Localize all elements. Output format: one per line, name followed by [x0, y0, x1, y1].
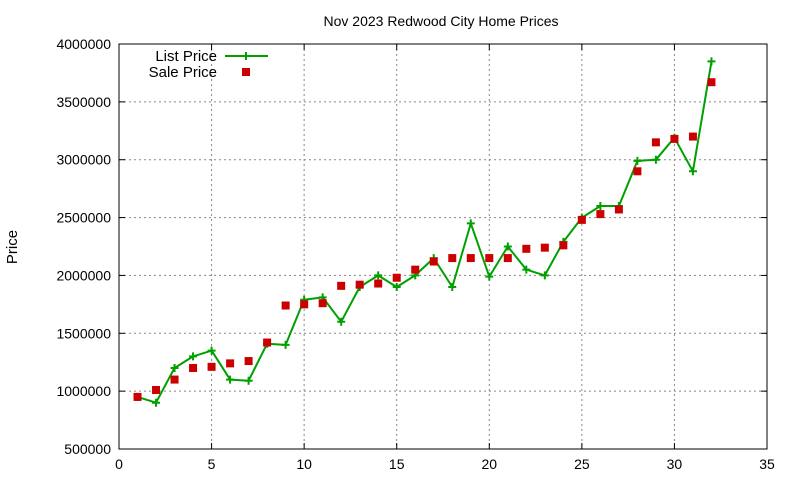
list-price-point — [503, 242, 512, 251]
sale-price-point — [577, 215, 586, 224]
tick-labels: 0 5 10 15 20 25 30 35 500000 1000000 1500000 200000… — [56, 36, 775, 472]
x-tick-label: 25 — [574, 456, 590, 472]
sale-price-point — [337, 281, 346, 290]
list-price-point — [466, 219, 475, 228]
y-tick-label: 1500000 — [56, 325, 111, 341]
legend-label-list-price: List Price — [155, 48, 217, 65]
sale-price-point — [263, 338, 272, 347]
sale-price-point — [651, 138, 660, 147]
sale-price-point — [614, 205, 623, 214]
y-tick-label: 500000 — [64, 441, 111, 457]
chart-title: Nov 2023 Redwood City Home Prices — [324, 13, 559, 29]
sale-price-point — [670, 134, 679, 143]
list-price-point — [485, 272, 494, 281]
x-tick-label: 35 — [759, 456, 775, 472]
list-price-point — [392, 283, 401, 291]
axes — [118, 43, 768, 450]
y-tick-label: 2000000 — [56, 267, 111, 283]
plot-frame — [118, 43, 768, 450]
sale-price-point — [152, 385, 161, 394]
list-price-point — [374, 271, 383, 280]
sale-price-point — [244, 357, 253, 366]
x-tick-label: 10 — [296, 456, 312, 472]
sale-price-point — [429, 257, 438, 266]
sale-price-point — [707, 78, 716, 87]
y-tick-label: 3500000 — [56, 94, 111, 110]
legend-marker-sale-price — [242, 68, 250, 76]
sale-price-point — [503, 254, 512, 263]
sale-price-point — [226, 359, 235, 368]
sale-price-point — [559, 241, 568, 250]
list-price-point — [337, 317, 346, 326]
x-tick-label: 0 — [115, 456, 123, 472]
list-price-point — [688, 167, 697, 176]
sale-price-point — [596, 210, 605, 219]
sale-price-point — [189, 364, 198, 372]
y-tick-label: 1000000 — [56, 383, 111, 399]
y-tick-label: 4000000 — [56, 36, 111, 52]
sale-price-point — [540, 243, 549, 252]
list-price-point — [281, 340, 290, 349]
sale-price-point — [207, 362, 216, 371]
legend-label-sale-price: Sale Price — [149, 64, 217, 81]
x-tick-label: 20 — [481, 456, 497, 472]
list-price-point — [596, 202, 605, 210]
sale-price-point — [300, 300, 309, 309]
x-tick-label: 5 — [208, 456, 216, 472]
list-price-point — [170, 364, 179, 372]
y-tick-label: 2500000 — [56, 210, 111, 226]
x-tick-label: 15 — [389, 456, 405, 472]
list-price-point — [152, 398, 161, 407]
y-tick-label: 3000000 — [56, 152, 111, 168]
list-price-point — [226, 375, 235, 384]
sale-price-point — [485, 254, 494, 263]
list-price-point — [448, 283, 457, 291]
sale-price-point — [688, 132, 697, 141]
x-tick-label: 30 — [667, 456, 683, 472]
sale-price-point — [318, 299, 327, 308]
sale-price-point — [281, 301, 290, 310]
list-price-point — [540, 271, 549, 280]
sale-price-point — [522, 244, 531, 253]
sale-price-point — [448, 254, 457, 263]
sale-price-point — [355, 280, 364, 289]
list-price-point — [189, 352, 198, 361]
sale-price-point — [133, 392, 142, 401]
legend-marker-list-price — [242, 52, 250, 60]
list-price-point — [651, 155, 660, 164]
sale-price-point — [170, 375, 179, 384]
list-price-point — [522, 265, 531, 274]
sale-price-point — [392, 273, 401, 282]
sale-price-point — [466, 254, 475, 263]
list-price-point — [707, 57, 716, 66]
y-axis-label: Price — [4, 230, 21, 264]
list-price-point — [633, 156, 642, 165]
sale-price-point — [374, 279, 383, 288]
list-price-point — [244, 376, 253, 385]
sale-price-point — [411, 265, 420, 274]
data-series — [133, 57, 716, 407]
list-price-point — [207, 346, 216, 355]
sale-price-point — [633, 167, 642, 176]
